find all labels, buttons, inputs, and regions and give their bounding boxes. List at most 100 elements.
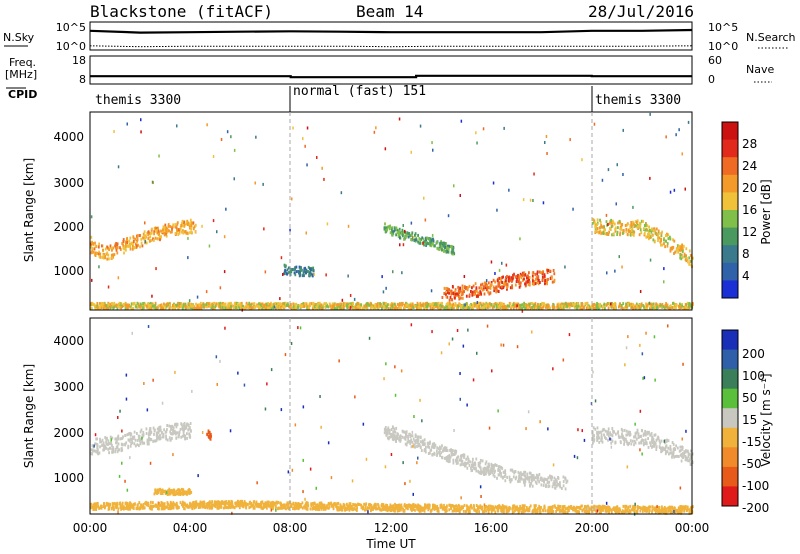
power-point bbox=[297, 269, 300, 273]
velocity-point bbox=[538, 480, 541, 484]
velocity-point bbox=[404, 437, 407, 441]
power-point bbox=[385, 286, 387, 290]
noise-sky-series bbox=[89, 28, 693, 34]
power-point bbox=[544, 279, 546, 282]
power-point bbox=[148, 239, 151, 243]
power-point bbox=[485, 282, 488, 286]
power-point bbox=[122, 238, 125, 242]
power-point bbox=[126, 303, 128, 307]
velocity-point bbox=[161, 504, 163, 508]
velocity-point bbox=[646, 432, 649, 436]
power-colorbar-swatch bbox=[722, 157, 738, 176]
power-point bbox=[324, 306, 327, 309]
velocity-point bbox=[288, 501, 291, 504]
power-point bbox=[410, 238, 413, 242]
velocity-point bbox=[409, 432, 411, 436]
power-point bbox=[336, 306, 339, 310]
velocity-point bbox=[115, 439, 118, 443]
power-point bbox=[106, 257, 109, 261]
power-point bbox=[480, 286, 482, 290]
velocity-point bbox=[185, 423, 188, 427]
power-point bbox=[344, 303, 346, 307]
velocity-point bbox=[296, 502, 299, 506]
velocity-point bbox=[550, 508, 553, 512]
power-point bbox=[626, 232, 629, 236]
power-point bbox=[166, 230, 169, 234]
velocity-point bbox=[207, 431, 210, 435]
velocity-point bbox=[485, 467, 488, 471]
velocity-point bbox=[448, 453, 451, 457]
power-point bbox=[353, 297, 356, 301]
velocity-point bbox=[162, 432, 165, 436]
power-point bbox=[190, 227, 192, 231]
velocity-point bbox=[184, 426, 186, 430]
power-point bbox=[489, 305, 491, 309]
velocity-point bbox=[617, 431, 619, 435]
velocity-point bbox=[651, 441, 653, 445]
velocity-point bbox=[145, 432, 148, 435]
velocity-point bbox=[147, 433, 150, 437]
velocity-point bbox=[129, 444, 132, 448]
power-point bbox=[459, 194, 461, 197]
power-point bbox=[508, 276, 510, 280]
power-point bbox=[282, 302, 285, 306]
velocity-point bbox=[656, 437, 659, 441]
power-point bbox=[339, 302, 341, 306]
power-point bbox=[581, 303, 583, 307]
power-point bbox=[431, 141, 433, 145]
velocity-point bbox=[618, 510, 621, 514]
velocity-point bbox=[419, 435, 422, 439]
power-point bbox=[631, 232, 633, 236]
power-point bbox=[410, 150, 412, 154]
power-point bbox=[175, 224, 178, 228]
power-point bbox=[142, 306, 144, 310]
power-point bbox=[447, 214, 450, 218]
noise-panel-frame bbox=[89, 21, 693, 51]
frequency-panel: Freq. [MHz] 18 8 60 0 Nave bbox=[5, 54, 774, 86]
power-point bbox=[486, 283, 488, 287]
velocity-point bbox=[627, 432, 630, 436]
power-point bbox=[348, 303, 351, 307]
power-point bbox=[450, 304, 453, 308]
velocity-point bbox=[119, 437, 122, 441]
power-point bbox=[309, 271, 311, 275]
velocity-point bbox=[600, 437, 603, 441]
power-point bbox=[472, 284, 475, 288]
velocity-point bbox=[393, 429, 396, 433]
velocity-point bbox=[177, 491, 179, 495]
power-point bbox=[686, 301, 689, 305]
velocity-point bbox=[115, 446, 118, 450]
power-point bbox=[389, 307, 392, 311]
velocity-point bbox=[424, 450, 427, 454]
cpid-segment-3: themis 3300 bbox=[595, 93, 681, 108]
power-point bbox=[598, 230, 601, 234]
power-point bbox=[98, 265, 100, 269]
power-point bbox=[480, 307, 483, 311]
power-point bbox=[196, 304, 199, 308]
power-point bbox=[542, 201, 545, 205]
power-point bbox=[655, 227, 658, 231]
velocity-point bbox=[134, 438, 137, 442]
velocity-point bbox=[514, 470, 517, 473]
power-point bbox=[530, 302, 532, 305]
power-colorbar-swatch bbox=[722, 210, 738, 229]
power-point bbox=[502, 306, 504, 309]
power-point bbox=[685, 306, 688, 310]
power-point bbox=[540, 271, 542, 274]
velocity-point bbox=[393, 437, 396, 441]
power-point bbox=[417, 306, 420, 309]
velocity-point bbox=[614, 441, 617, 445]
power-point bbox=[526, 279, 529, 283]
power-point bbox=[180, 304, 183, 308]
velocity-point bbox=[172, 491, 175, 495]
velocity-point bbox=[156, 491, 159, 495]
velocity-point bbox=[640, 435, 642, 438]
velocity-point bbox=[316, 503, 319, 507]
power-point bbox=[99, 252, 102, 256]
power-point bbox=[384, 147, 387, 151]
velocity-point bbox=[649, 441, 651, 445]
velocity-point bbox=[210, 434, 212, 438]
power-point bbox=[122, 240, 125, 244]
velocity-point bbox=[410, 434, 412, 438]
velocity-point bbox=[607, 505, 609, 509]
